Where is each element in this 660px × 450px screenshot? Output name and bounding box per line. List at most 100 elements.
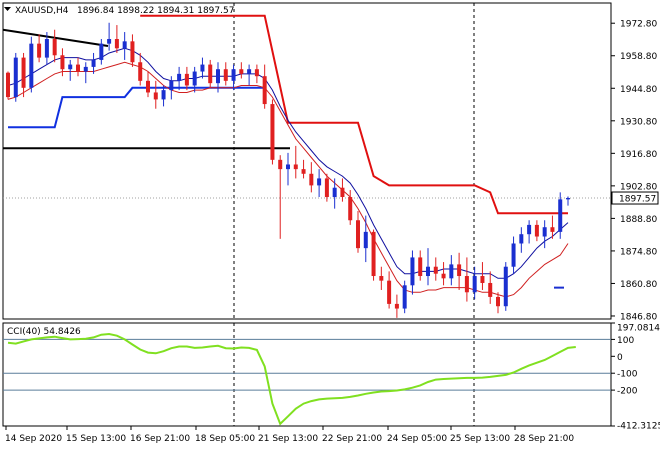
candle-body	[356, 220, 360, 249]
candle-body	[527, 224, 532, 235]
cci-panel	[3, 332, 611, 426]
candle-body	[184, 73, 189, 86]
candle-body	[192, 71, 197, 86]
candle-body	[177, 73, 182, 81]
candle-body	[52, 39, 57, 56]
candle-body	[387, 280, 392, 304]
candle-body	[200, 64, 205, 72]
candle-body	[278, 159, 283, 170]
price-tick-label: 1944.80	[620, 85, 657, 95]
candle-body	[161, 90, 166, 100]
cci-panel-frame	[2, 322, 612, 427]
candle-body	[379, 276, 384, 281]
candle-body	[511, 243, 516, 267]
candle-body	[130, 41, 135, 63]
candle-body	[317, 178, 322, 186]
candle-body	[519, 234, 524, 244]
candle-body	[231, 69, 236, 81]
candle-body	[114, 39, 119, 49]
cci-tick-label: -412.3125	[617, 422, 660, 432]
price-tick-label: 1888.80	[620, 215, 657, 225]
candle-body	[99, 43, 104, 60]
candle-body	[60, 55, 65, 70]
current-price-tag	[611, 191, 659, 205]
axes: 1972.80 1958.80 1944.80 1930.80 1916.80 1902.…	[5, 20, 660, 444]
time-tick-label: 28 Sep 21:00	[514, 434, 574, 444]
candle-body	[558, 199, 563, 232]
candle-body	[138, 62, 143, 81]
candle-body	[340, 187, 345, 198]
session-separators	[233, 3, 475, 426]
candle-body	[247, 69, 252, 74]
candle-body	[542, 227, 547, 237]
candle-body	[216, 69, 220, 84]
price-tick-label: 1930.80	[620, 117, 657, 127]
candle-body	[293, 164, 298, 170]
candle-body	[457, 264, 462, 277]
candle-body	[254, 69, 259, 77]
candle-body	[332, 187, 337, 198]
candle-body	[239, 69, 244, 74]
candles	[6, 22, 570, 318]
candle-body	[107, 39, 112, 44]
candle-body	[566, 198, 570, 200]
candle-body	[13, 57, 18, 98]
candle-body	[153, 92, 158, 100]
candle-body	[496, 296, 500, 307]
candle-body	[301, 169, 306, 174]
candle-body	[309, 173, 314, 186]
time-tick-label: 14 Sep 2020	[5, 434, 62, 444]
current-price-label: 1897.57	[619, 195, 656, 205]
candle-body	[480, 276, 485, 283]
candle-body	[324, 178, 329, 198]
candle-body	[29, 43, 34, 88]
candle-body	[169, 80, 174, 91]
candle-body	[68, 64, 73, 70]
cci-tick-label: 0	[617, 353, 623, 363]
price-tick-label: 1916.80	[620, 150, 657, 160]
time-tick-label: 16 Sep 21:00	[130, 434, 190, 444]
cci-tick-label: -100	[617, 370, 638, 380]
time-tick-label: 24 Sep 05:00	[387, 434, 447, 444]
price-tick-label: 1860.80	[620, 280, 657, 290]
candle-body	[208, 64, 213, 84]
candle-body	[83, 66, 88, 72]
candle-body	[21, 57, 26, 88]
candle-body	[286, 164, 290, 170]
price-tick-label: 1902.80	[620, 182, 657, 192]
candle-body	[6, 72, 10, 98]
candle-body	[402, 285, 407, 309]
grid	[2, 2, 612, 427]
candle-body	[464, 276, 469, 293]
price-tick-label: 1846.80	[620, 312, 657, 322]
cci-line	[7, 332, 576, 426]
candle-body	[433, 266, 438, 274]
candle-body	[418, 257, 423, 277]
price-tick-label: 1972.80	[620, 20, 657, 30]
candle-body	[472, 276, 477, 293]
chart-header: XAUUSD,H4 1896.84 1898.22 1894.31 1897.5…	[4, 6, 234, 16]
cci-label: CCI(40) 54.8426	[7, 327, 81, 337]
candle-body	[550, 227, 555, 232]
candle-body	[146, 80, 150, 93]
candle-body	[426, 266, 430, 277]
candle-body	[76, 64, 80, 72]
candle-body	[449, 264, 454, 279]
time-tick-label: 21 Sep 13:00	[258, 434, 318, 444]
price-tick-label: 1958.80	[620, 52, 657, 62]
candle-body	[122, 41, 127, 49]
main-panel-frame	[2, 2, 612, 320]
candle-body	[91, 59, 96, 67]
dropdown-triangle-icon[interactable]	[4, 7, 11, 11]
candle-body	[503, 266, 508, 307]
trailing-stop-red	[140, 14, 568, 215]
candle-body	[37, 43, 42, 58]
symbol-label: XAUUSD,H4	[15, 6, 69, 16]
time-tick-label: 22 Sep 21:00	[322, 434, 382, 444]
candle-body	[394, 303, 399, 309]
candle-body	[410, 257, 415, 286]
candle-body	[371, 231, 376, 277]
trend-line	[2, 28, 109, 47]
cci-tick-label: -200	[617, 387, 638, 397]
